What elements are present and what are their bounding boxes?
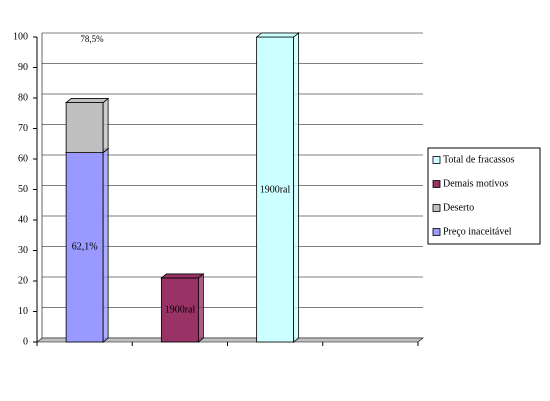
bar-front <box>65 152 104 343</box>
legend-label: Demais motivos <box>443 178 508 189</box>
legend-box <box>427 147 541 245</box>
bar-top <box>64 98 110 103</box>
y-tick-label: 60 <box>18 153 28 164</box>
bar-side <box>293 32 300 343</box>
bar-front <box>256 36 295 343</box>
bar <box>160 273 205 343</box>
y-tick-label: 90 <box>18 62 28 73</box>
legend-swatch <box>432 228 441 236</box>
legend-swatch <box>432 156 441 164</box>
bar <box>64 147 110 343</box>
y-tick-label: 100 <box>13 31 28 42</box>
data-label: 62,1% <box>72 242 98 253</box>
y-tick-label: 40 <box>18 214 28 225</box>
bar-front <box>65 102 104 153</box>
legend-swatch <box>432 204 441 212</box>
bar <box>64 97 110 154</box>
y-tick-label: 70 <box>18 123 28 134</box>
bar-side <box>197 273 204 343</box>
legend-swatch <box>432 180 441 188</box>
annotation: 1900ral <box>165 304 196 315</box>
bar-side <box>102 97 109 154</box>
legend-label: Total de fracassos <box>443 154 515 165</box>
y-tick-label: 80 <box>18 92 28 103</box>
bar-top <box>160 273 205 279</box>
legend-label: Deserto <box>443 202 474 213</box>
y-tick-label: 50 <box>18 184 28 195</box>
legend-label: Preço inaceitável <box>443 226 512 237</box>
annotation: 78,5% <box>80 34 104 44</box>
bar-top <box>255 32 300 38</box>
bar-front <box>160 277 199 343</box>
bar-side <box>102 147 109 343</box>
y-tick-label: 0 <box>23 336 28 347</box>
bar <box>255 32 300 343</box>
annotation: 1900ral <box>260 184 291 195</box>
y-tick-label: 30 <box>18 245 28 256</box>
y-tick-label: 20 <box>18 275 28 286</box>
y-tick-label: 10 <box>18 306 28 317</box>
